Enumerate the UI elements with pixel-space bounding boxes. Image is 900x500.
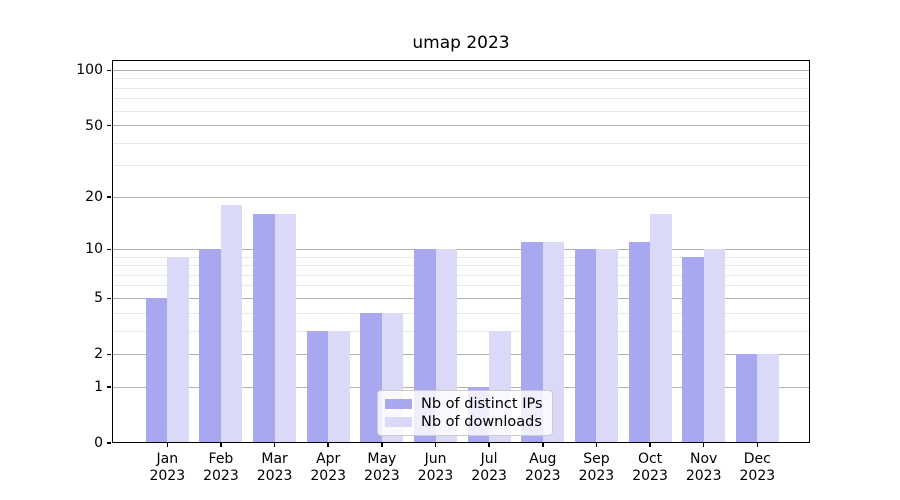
bar-downloads-apr — [328, 331, 350, 443]
legend-item-downloads: Nb of downloads — [385, 414, 543, 430]
bar-distinct-ips-jan — [145, 298, 168, 443]
gridline-minor-80 — [112, 87, 810, 89]
bar-downloads-mar — [274, 214, 297, 443]
plot-area: Nb of distinct IPs Nb of downloads — [112, 60, 810, 443]
y-tick-mark-100 — [107, 69, 111, 72]
x-tick-mark-may — [381, 443, 383, 447]
x-tick-label-mar: Mar 2023 — [256, 451, 293, 484]
gridline-minor-9 — [112, 256, 810, 258]
y-tick-mark-5 — [107, 297, 111, 300]
bar-distinct-ips-sep — [574, 249, 597, 443]
gridline-major-10 — [112, 248, 810, 250]
x-tick-label-jun: Jun 2023 — [417, 451, 454, 484]
bar-downloads-nov — [703, 249, 726, 443]
gridline-minor-90 — [112, 78, 810, 80]
gridline-minor-7 — [112, 274, 810, 276]
legend-item-distinct-ips: Nb of distinct IPs — [385, 396, 543, 412]
chart-title: umap 2023 — [412, 33, 510, 53]
x-tick-mark-apr — [327, 443, 329, 447]
bar-distinct-ips-mar — [253, 214, 275, 443]
bar-downloads-dec — [757, 354, 779, 443]
x-tick-mark-sep — [595, 443, 598, 447]
gridline-minor-4 — [112, 312, 810, 314]
y-tick-label-2: 2 — [94, 346, 103, 363]
legend: Nb of distinct IPs Nb of downloads — [377, 390, 553, 436]
gridline-major-50 — [112, 125, 810, 127]
y-tick-mark-50 — [107, 124, 111, 127]
y-tick-mark-0 — [107, 442, 111, 444]
y-tick-label-0: 0 — [94, 435, 103, 451]
x-tick-mark-feb — [220, 443, 222, 447]
x-tick-mark-mar — [273, 443, 276, 447]
x-tick-mark-jan — [166, 443, 169, 447]
y-tick-mark-10 — [107, 248, 111, 251]
bar-downloads-sep — [596, 249, 618, 443]
legend-label-downloads: Nb of downloads — [421, 414, 542, 430]
gridline-major-5 — [112, 297, 810, 299]
x-tick-mark-nov — [702, 443, 705, 447]
gridline-minor-70 — [112, 98, 810, 100]
y-tick-mark-1 — [107, 386, 111, 388]
gridline-major-1 — [112, 386, 810, 388]
gridline-minor-30 — [112, 165, 810, 167]
x-tick-mark-oct — [649, 443, 651, 447]
bar-downloads-feb — [220, 205, 243, 443]
x-tick-label-nov: Nov 2023 — [685, 451, 722, 484]
x-tick-mark-jul — [488, 443, 490, 447]
gridline-minor-60 — [112, 110, 810, 112]
x-tick-label-jan: Jan 2023 — [149, 451, 186, 484]
bar-distinct-ips-may — [360, 313, 382, 443]
gridline-minor-8 — [112, 265, 810, 267]
x-tick-label-jul: Jul 2023 — [471, 451, 507, 484]
x-tick-label-sep: Sep 2023 — [578, 451, 615, 484]
gridline-minor-40 — [112, 142, 810, 144]
bar-distinct-ips-feb — [199, 249, 221, 443]
bar-distinct-ips-dec — [735, 354, 758, 443]
legend-label-distinct-ips: Nb of distinct IPs — [421, 396, 543, 412]
y-tick-label-50: 50 — [85, 117, 103, 134]
y-tick-label-1: 1 — [94, 379, 103, 396]
x-tick-label-aug: Aug 2023 — [524, 451, 561, 484]
y-tick-mark-2 — [107, 353, 111, 356]
bar-distinct-ips-apr — [306, 331, 329, 443]
x-tick-label-may: May 2023 — [364, 451, 400, 484]
x-tick-mark-aug — [541, 443, 544, 447]
legend-swatch-downloads — [385, 417, 412, 427]
y-tick-label-10: 10 — [85, 241, 103, 258]
gridline-major-20 — [112, 196, 810, 198]
bar-downloads-jan — [167, 257, 189, 443]
x-tick-mark-jun — [434, 443, 437, 447]
bar-distinct-ips-nov — [682, 257, 704, 443]
y-tick-label-20: 20 — [85, 189, 103, 206]
x-tick-label-dec: Dec 2023 — [739, 451, 776, 484]
y-tick-label-5: 5 — [94, 290, 103, 307]
bar-downloads-oct — [650, 214, 672, 443]
legend-swatch-distinct-ips — [385, 399, 412, 409]
gridline-major-2 — [112, 353, 810, 355]
x-tick-label-feb: Feb 2023 — [203, 451, 239, 484]
x-tick-label-oct: Oct 2023 — [632, 451, 668, 484]
gridline-major-100 — [112, 69, 810, 71]
x-tick-label-apr: Apr 2023 — [310, 451, 347, 484]
x-tick-mark-dec — [756, 443, 759, 447]
bar-distinct-ips-oct — [628, 242, 651, 443]
gridline-minor-3 — [112, 330, 810, 332]
y-tick-mark-20 — [107, 196, 111, 199]
y-tick-label-100: 100 — [76, 62, 103, 79]
gridline-minor-6 — [112, 285, 810, 287]
